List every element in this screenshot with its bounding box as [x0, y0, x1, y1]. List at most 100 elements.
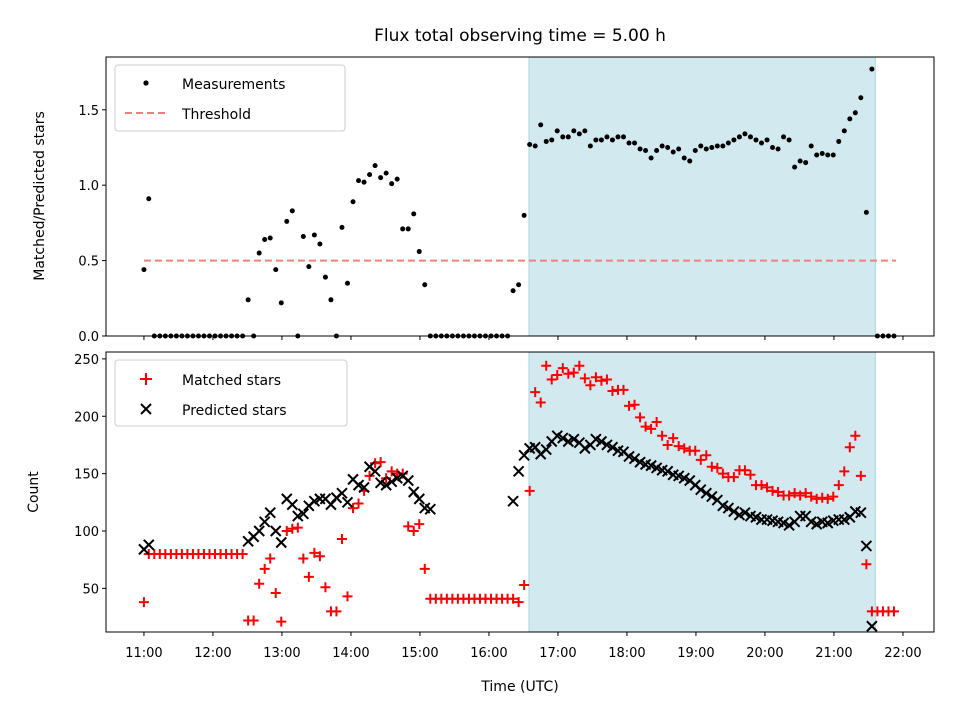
matched-star-point: [657, 430, 668, 441]
matched-star-point: [690, 445, 701, 456]
matched-star-point: [414, 519, 425, 530]
x-tick-label: 21:00: [815, 646, 852, 661]
measurement-point: [328, 297, 334, 303]
matched-star-point: [408, 526, 419, 537]
measurement-point: [598, 137, 604, 143]
measurement-point: [306, 264, 312, 270]
measurement-point: [725, 140, 731, 146]
measurement-point: [245, 297, 251, 303]
predicted-star-point: [380, 479, 392, 491]
matched-star-point: [386, 466, 397, 477]
chart-title: Flux total observing time = 5.00 h: [374, 26, 666, 46]
measurement-point: [648, 155, 654, 161]
measurement-point: [786, 137, 792, 143]
predicted-star-point: [358, 481, 370, 494]
measurement-point: [571, 128, 577, 134]
predicted-star-point: [579, 442, 591, 455]
matched-star-point: [530, 387, 541, 398]
ratio-axes-frame: [105, 56, 935, 337]
matched-star-point: [833, 480, 844, 491]
measurement-point: [378, 175, 384, 181]
measurement-point: [593, 137, 599, 143]
y-tick-label: 0.0: [78, 330, 99, 345]
predicted-star-point: [860, 540, 873, 552]
matched-star-point: [601, 374, 612, 385]
matched-star-point: [574, 360, 585, 371]
matched-star-point: [281, 526, 292, 537]
matched-star-point: [767, 485, 778, 496]
measurement-point: [676, 146, 682, 152]
matched-star-point: [839, 466, 850, 477]
measurement-point: [819, 151, 825, 157]
measurement-point: [775, 146, 781, 152]
ratio-x-ticks: [143, 336, 904, 340]
predicted-star-point: [700, 487, 713, 499]
x-tick-label: 16:00: [470, 646, 507, 661]
matched-star-point: [320, 582, 331, 593]
y-tick-label: 1.5: [78, 104, 99, 119]
matched-star-point: [585, 380, 596, 391]
ratio-y-axis-label: Matched/Predicted stars: [32, 111, 48, 281]
measurement-point: [692, 148, 698, 154]
matched-star-point: [668, 433, 679, 444]
x-tick-label: 18:00: [608, 646, 645, 661]
predicted-star-point: [661, 465, 674, 478]
matched-legend-label: Matched stars: [182, 373, 281, 389]
predicted-star-point: [722, 502, 735, 514]
matched-star-point: [844, 442, 855, 453]
predicted-star-point: [728, 505, 740, 518]
matched-star-point: [728, 472, 739, 483]
matched-star-point: [618, 384, 629, 395]
measurement-point: [764, 137, 770, 143]
matched-star-point: [419, 563, 430, 574]
measurement-point: [632, 140, 638, 146]
measurement-point: [659, 143, 665, 149]
measurement-point: [311, 232, 317, 238]
y-tick-label: 1.0: [78, 179, 99, 194]
measurement-point: [587, 143, 593, 149]
measurement-point: [808, 143, 814, 149]
predicted-star-point: [507, 495, 519, 507]
matched-star-point: [303, 571, 314, 582]
measurement-point: [510, 288, 516, 294]
matched-star-point: [513, 597, 524, 608]
matched-star-point: [607, 386, 618, 397]
matched-star-point: [762, 482, 773, 493]
x-tick-label: 13:00: [263, 646, 300, 661]
measurement-point: [300, 233, 306, 239]
measurement-point: [803, 160, 809, 166]
counts-axes-frame: [105, 351, 935, 633]
x-tick-label: 20:00: [746, 646, 783, 661]
measurement-point: [289, 208, 295, 214]
measurement-point: [841, 128, 847, 134]
measurement-point: [527, 141, 533, 147]
x-tick-label: 11:00: [125, 646, 162, 661]
counts-x-ticks: 11:00 12:00 13:00 14:00 15:00 16:00 17:00 18:00…: [125, 632, 922, 661]
ratio-legend-box: [114, 64, 346, 132]
matched-star-point: [348, 503, 359, 514]
measurement-point: [665, 144, 671, 150]
counts-panel: 50 100 150 200 250 11:00 12:00 13:00 14:00 15:00…: [26, 351, 935, 695]
matched-star-point: [811, 493, 822, 504]
predicted-star-point: [695, 483, 707, 496]
predicted-star-point: [855, 506, 867, 519]
measurement-point: [273, 267, 279, 273]
measurement-point: [322, 274, 328, 280]
measurement-point: [687, 158, 693, 164]
matched-star-point: [314, 551, 325, 562]
predicted-star-point: [706, 490, 718, 503]
measurement-point: [759, 140, 764, 146]
measurement-point: [422, 282, 428, 288]
measurement-point: [709, 144, 715, 150]
predicted-star-point: [275, 536, 287, 549]
measurement-point: [400, 226, 406, 232]
measurement-point: [797, 158, 803, 164]
measurement-point: [670, 149, 676, 155]
predicted-star-point: [297, 508, 310, 520]
measurement-point: [582, 128, 588, 134]
matched-star-point: [795, 490, 806, 501]
predicted-star-point: [413, 493, 425, 505]
measurement-point: [830, 152, 836, 158]
matched-star-point: [756, 480, 767, 491]
